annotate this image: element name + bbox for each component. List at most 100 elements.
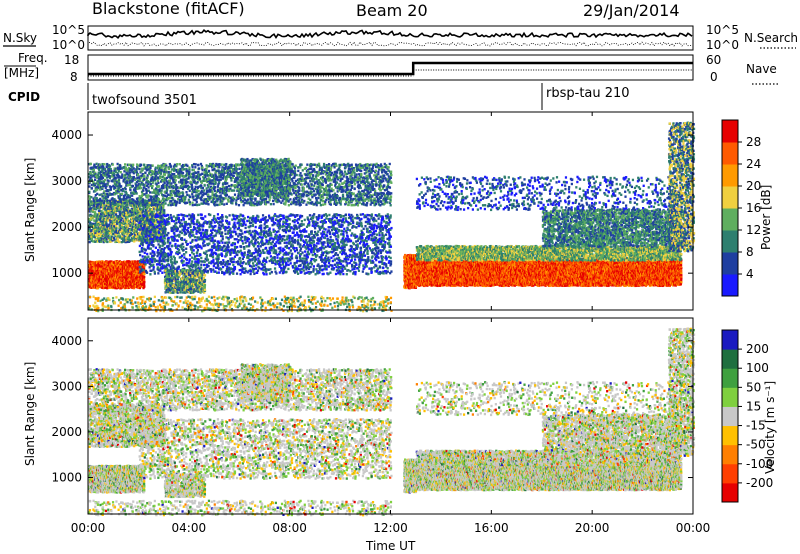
power-cell (261, 201, 264, 204)
power-cell (91, 222, 94, 226)
power-cell (106, 240, 109, 244)
power-cell (218, 203, 221, 206)
power-cell (88, 220, 91, 223)
power-cell (144, 171, 147, 174)
power-cell (111, 163, 114, 166)
power-cell (110, 260, 113, 263)
power-cell (142, 206, 145, 210)
freq-label: Freq. (18, 51, 48, 65)
strip-left-top: 10^5 (52, 23, 85, 37)
power-cell (237, 203, 241, 207)
power-cell (101, 260, 104, 263)
power-cell (165, 166, 168, 169)
power-cell (191, 203, 194, 207)
power-cell (141, 167, 144, 171)
power-cell (89, 174, 92, 177)
power-cell (117, 202, 120, 206)
power-cell (116, 265, 119, 269)
power-cell (213, 167, 216, 171)
beam-title: Beam 20 (356, 1, 428, 20)
power-cell (238, 167, 241, 171)
power-cell (147, 203, 151, 207)
power-cell (268, 198, 271, 202)
power-cell (136, 266, 139, 269)
power-cell (125, 203, 128, 206)
power-cell (207, 169, 211, 173)
power-cell (157, 198, 161, 201)
power-cell (162, 183, 165, 187)
power-cell (141, 274, 144, 277)
power-cell (200, 184, 203, 188)
power-cell (201, 168, 204, 172)
power-cell (114, 199, 117, 203)
power-cell (90, 166, 93, 169)
power-cell (170, 174, 173, 178)
power-cell (139, 278, 142, 281)
power-cell (98, 168, 101, 172)
power-cell (136, 167, 139, 170)
power-cell (127, 219, 130, 223)
power-cell (96, 192, 99, 196)
power-cell (186, 193, 189, 197)
power-cell (130, 270, 134, 273)
power-cell (88, 195, 91, 198)
power-cell (196, 203, 199, 207)
power-cell (181, 192, 185, 195)
power-cell (284, 203, 287, 206)
power-cell (90, 232, 93, 235)
power-cell (186, 164, 189, 168)
power-cell (223, 203, 226, 206)
power-cell (88, 240, 91, 244)
power-cell (226, 182, 229, 185)
power-cell (269, 202, 273, 206)
nave-label: Nave (746, 62, 777, 76)
power-cell (236, 188, 239, 191)
freq-unit: [MHz] (4, 66, 39, 80)
power-cell (146, 196, 149, 199)
power-cell (175, 184, 178, 187)
power-cell (151, 184, 154, 188)
power-cell (139, 163, 143, 167)
power-cell (205, 202, 208, 205)
power-cell (191, 165, 194, 169)
power-cell (143, 265, 146, 268)
power-cell (117, 178, 121, 182)
power-cell (98, 276, 102, 279)
power-cell (139, 186, 143, 190)
power-cell (147, 186, 150, 189)
nsky-panel (87, 25, 694, 51)
power-cell (99, 197, 102, 201)
power-cell (102, 286, 105, 290)
power-cell (158, 188, 161, 191)
power-cell (94, 182, 97, 185)
power-cell (92, 272, 95, 275)
power-cell (133, 286, 136, 290)
power-cell (90, 207, 94, 210)
power-cell (232, 174, 235, 178)
nsearch-line (87, 41, 693, 47)
power-cell (138, 286, 142, 290)
power-cell (188, 189, 191, 192)
power-cell (160, 189, 163, 192)
cpid-2: rbsp-tau 210 (546, 86, 630, 101)
power-cell (142, 266, 145, 270)
power-cell (129, 194, 132, 197)
power-cell (138, 276, 141, 280)
power-cell (239, 196, 242, 200)
power-cell (109, 263, 112, 267)
power-cell (94, 178, 97, 181)
power-cell (123, 269, 127, 273)
power-cell (88, 228, 92, 231)
power-cell (134, 178, 137, 181)
power-cell (237, 181, 240, 185)
power-cell (151, 164, 154, 167)
power-cell (131, 268, 134, 272)
power-cell (99, 285, 102, 288)
power-cell (195, 200, 198, 204)
power-cell (102, 268, 105, 271)
power-cell (93, 227, 96, 230)
power-cell (126, 184, 129, 187)
power-cell (157, 185, 160, 188)
power-cell (224, 197, 227, 200)
